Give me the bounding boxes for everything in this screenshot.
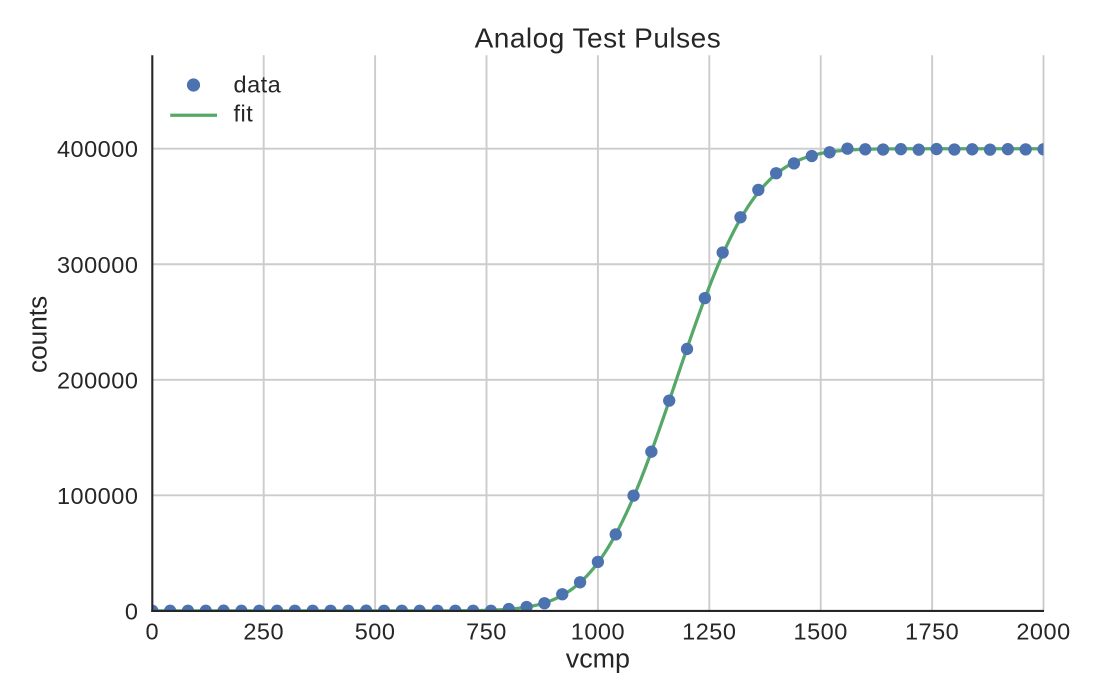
svg-text:0: 0	[125, 598, 139, 624]
svg-text:1250: 1250	[682, 618, 736, 644]
svg-text:1750: 1750	[905, 618, 959, 644]
svg-text:300000: 300000	[57, 252, 138, 278]
svg-text:200000: 200000	[57, 367, 138, 393]
svg-text:vcmp: vcmp	[566, 643, 630, 673]
svg-text:500: 500	[355, 618, 396, 644]
svg-text:0: 0	[146, 618, 160, 644]
svg-text:Analog Test Pulses: Analog Test Pulses	[475, 23, 722, 54]
svg-text:400000: 400000	[57, 136, 138, 162]
svg-text:250: 250	[243, 618, 284, 644]
svg-text:1500: 1500	[794, 618, 848, 644]
svg-text:100000: 100000	[57, 483, 138, 509]
svg-text:counts: counts	[23, 296, 53, 373]
svg-text:data: data	[234, 72, 282, 98]
svg-text:1000: 1000	[571, 618, 625, 644]
svg-text:fit: fit	[234, 100, 254, 126]
svg-text:2000: 2000	[1016, 618, 1070, 644]
svg-text:750: 750	[466, 618, 507, 644]
